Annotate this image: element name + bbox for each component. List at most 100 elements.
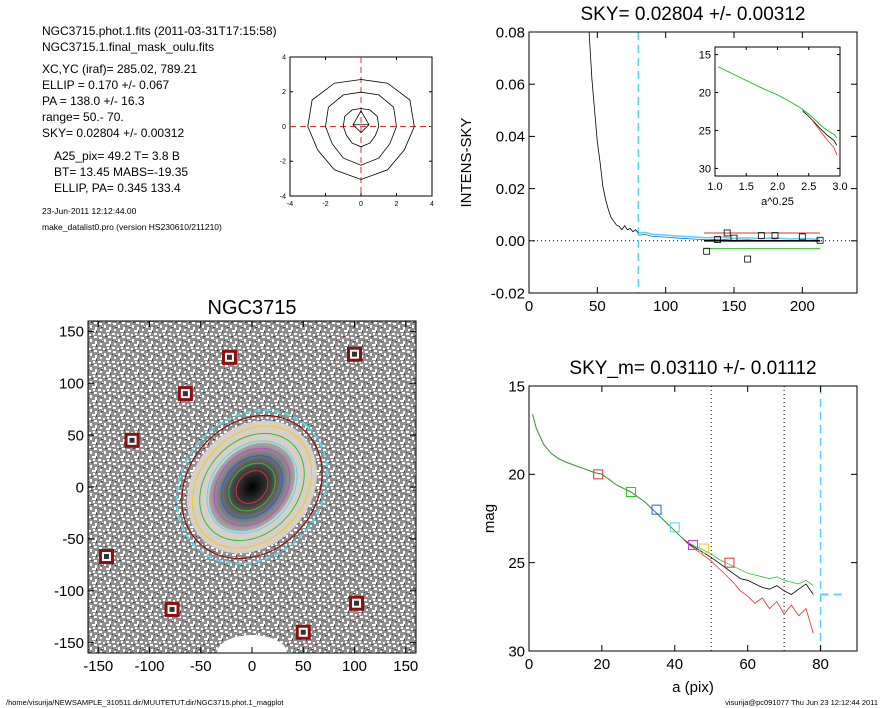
inset-y-tick-label: 25 [699,125,711,137]
inset-xlabel: a^0.25 [761,196,794,208]
star-core [129,437,135,443]
inset-black-curve [802,110,838,146]
contour-ring [325,91,397,166]
inset-x-tick-label: 2.0 [770,181,785,193]
inset-green-curve [717,66,838,139]
range-line: range= 50.- 70. [42,110,124,124]
contour-y-tick-label: 4 [282,54,286,61]
star-core [300,629,306,635]
star-core [354,600,360,606]
contour-y-tick-label: -2 [280,159,286,166]
mag-marker [698,543,709,554]
contour-x-tick-label: -2 [322,201,328,208]
inset-red-curve [811,119,838,155]
contour-x-tick-label: 0 [359,201,363,208]
mag-x-tick-label: 0 [525,656,533,673]
ellip-line: ELLIP = 0.170 +/- 0.067 [42,78,170,92]
sky-x-tick-label: 100 [653,298,678,315]
info-block: NGC3715.phot.1.fits (2011-03-31T17:15:58… [42,24,277,232]
mag-marker [724,557,735,568]
image-y-tick-label: -150 [54,635,84,652]
mag-y-tick-label: 30 [508,643,525,660]
sky-y-tick-label: 0.08 [496,24,525,41]
mag-plot-area [532,386,847,651]
mag-y-tick-label: 25 [508,555,525,572]
sky-plot-area [529,32,857,293]
ellip-pa-line: ELLIP, PA= 0.345 133.4 [54,181,181,195]
sky-y-tick-label: 0.00 [496,233,525,250]
contour-x-tick-label: 2 [395,201,399,208]
contour-x-tick-label: 4 [430,201,434,208]
isophote-ring [235,470,269,504]
galaxy-isophotes [175,409,329,565]
inset-x-tick-label: 1.5 [739,181,754,193]
date-line: 23-Jun-2011 12:12:44.00 [42,206,137,216]
mag-x-tick-label: 20 [594,656,611,673]
contour-y-tick-label: -4 [280,193,286,200]
image-y-tick-label: 50 [67,427,84,444]
mag-x-tick-label: 40 [666,656,683,673]
sky-y-tick-label: -0.02 [491,285,525,302]
a25-line: A25_pix= 49.2 T= 3.8 B [54,149,180,163]
file-line: NGC3715.phot.1.fits (2011-03-31T17:15:58… [42,24,277,38]
mag-frame [528,385,858,652]
mag-xlabel: a (pix) [672,679,714,696]
mag-marker [593,469,604,480]
isophote-ring [199,432,305,542]
contour-x-tick-label: -4 [287,201,293,208]
sky-y-tick-label: 0.06 [496,76,525,93]
image-y-tick-label: -100 [54,583,84,600]
sky-line: SKY= 0.02804 +/- 0.00312 [42,126,184,140]
image-x-tick-label: -150 [83,658,113,675]
star-core [103,554,109,560]
sky-y-tick-label: 0.04 [496,129,525,146]
fit-ellipse [181,414,323,560]
sky-ylabel: INTENS-SKY [458,117,475,207]
sky-x-tick-label: 0 [525,298,533,315]
sky-square-marker [757,232,765,239]
image-y-tick-label: 150 [59,324,84,341]
sky-square-marker [744,255,752,263]
sky-square-marker [816,236,824,244]
mag-y-tick-label: 20 [508,467,525,484]
footer-user: visurija@pc091077 Thu Jun 23 12:12:44 20… [725,698,878,707]
mag-marker [626,487,637,497]
isophote-ring [206,440,298,534]
contour-ring [307,79,415,180]
inset-frame [714,46,841,177]
mag-y-tick-label: 15 [508,378,525,395]
pa-line: PA = 138.0 +/- 16.3 [42,94,145,108]
sky-square-marker [723,229,731,237]
isophote-ring [213,447,291,527]
mag-x-tick-label: 80 [812,656,829,673]
contour-panel: -4 -2 0 2 4 -4 -2 0 2 4 [280,54,434,208]
star-core [226,354,232,360]
image-y-tick-label: 0 [76,479,84,496]
sky-title: SKY= 0.02804 +/- 0.00312 [580,4,805,25]
inset-y-tick-label: 15 [699,49,711,61]
image-y-tick-label: 100 [59,376,84,393]
mag-marker [669,522,680,533]
inset-y-tick-label: 20 [699,87,711,99]
star-core [169,606,175,612]
contour-y-tick-label: 0 [282,124,286,131]
sky-x-tick-label: 200 [790,298,815,315]
image-x-tick-label: 100 [342,658,367,675]
contour-ring [342,108,380,148]
xcyc-line: XC,YC (iraf)= 285.02, 789.21 [42,62,197,76]
inset-x-tick-label: 3.0 [832,181,847,193]
image-x-tick-label: 50 [295,658,312,675]
bt-line: BT= 13.45 MABS=-19.35 [54,165,188,179]
sky-square-marker [798,233,806,241]
sky-y-tick-label: 0.02 [496,181,525,198]
mag-marker [688,540,698,550]
program-line: make_datalist0.pro (version HS230610/211… [42,222,222,232]
sky-square-marker [703,247,711,255]
footer-path: /home/visurija/NEWSAMPLE_310511.dir/MUUT… [6,698,284,707]
mag-green-curve [532,414,814,586]
sky-ellipse [175,409,329,565]
mag-marker [651,504,662,515]
sky-x-tick-label: 50 [589,298,606,315]
sky-square-marker [730,234,738,242]
